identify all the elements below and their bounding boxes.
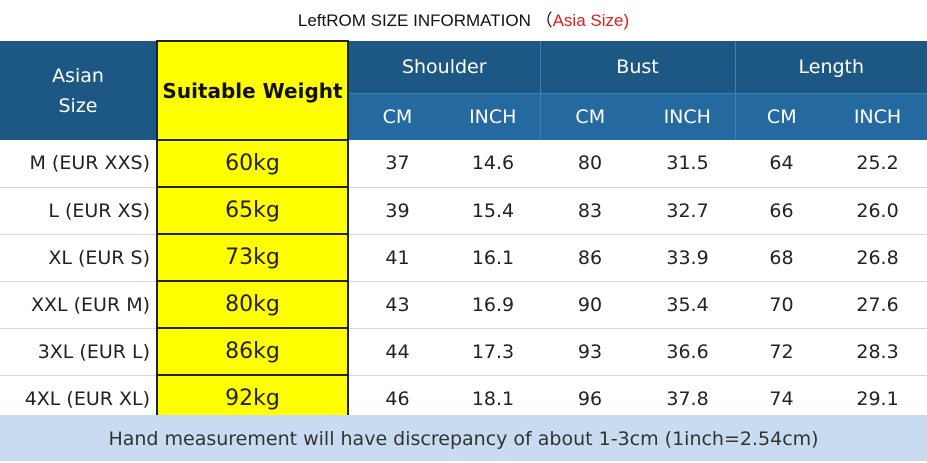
measure-cell: 14.6 bbox=[446, 140, 541, 188]
measure-cell: 70 bbox=[735, 281, 829, 329]
size-label: 3XL (EUR L) bbox=[0, 328, 157, 376]
size-row: L (EUR XS) 65kg 39 15.4 83 32.7 66 26.0 bbox=[0, 186, 927, 235]
weight-cell: 65kg bbox=[156, 186, 349, 235]
weight-cell: 86kg bbox=[156, 327, 349, 376]
size-label: M (EUR XXS) bbox=[0, 140, 157, 188]
measure-cell: 16.1 bbox=[446, 234, 541, 282]
group-header: Shoulder bbox=[348, 41, 541, 94]
weight-cell: 73kg bbox=[156, 233, 349, 282]
measure-cell: 37 bbox=[348, 140, 446, 188]
measure-cell: 86 bbox=[540, 234, 641, 282]
measure-cell: 43 bbox=[348, 281, 446, 329]
unit-header: CM bbox=[734, 93, 829, 140]
size-label: XL (EUR S) bbox=[0, 234, 157, 282]
size-label: 4XL (EUR XL) bbox=[0, 375, 157, 423]
measure-cell: 72 bbox=[735, 328, 829, 376]
size-header: Asian Size bbox=[0, 41, 157, 140]
unit-header: CM bbox=[539, 93, 641, 140]
title-highlight: Asia Size) bbox=[552, 11, 630, 30]
title: LeftROM SIZE INFORMATION （ bbox=[297, 11, 553, 30]
measure-cell: 27.6 bbox=[828, 281, 927, 329]
size-table: Asian Size Suitable Weight Shoulder Bust L… bbox=[0, 40, 927, 423]
measure-cell: 39 bbox=[348, 187, 446, 235]
measure-cell: 35.4 bbox=[640, 281, 736, 329]
size-row: M (EUR XXS) 60kg 37 14.6 80 31.5 64 25.2 bbox=[0, 139, 927, 188]
measure-cell: 83 bbox=[540, 187, 641, 235]
measure-cell: 33.9 bbox=[640, 234, 736, 282]
unit-header: INCH bbox=[640, 93, 736, 140]
size-row: XL (EUR S) 73kg 41 16.1 86 33.9 68 26.8 bbox=[0, 233, 927, 282]
group-header: Bust bbox=[539, 41, 736, 94]
measure-cell: 25.2 bbox=[828, 140, 927, 188]
measure-cell: 17.3 bbox=[446, 328, 541, 376]
measure-cell: 68 bbox=[735, 234, 829, 282]
weight-header: Suitable Weight bbox=[156, 40, 349, 141]
measure-cell: 18.1 bbox=[446, 375, 541, 423]
measure-cell: 74 bbox=[735, 375, 829, 423]
measure-cell: 66 bbox=[735, 187, 829, 235]
size-row: 4XL (EUR XL) 92kg 46 18.1 96 37.8 74 29.1 bbox=[0, 374, 927, 423]
group-header: Length bbox=[734, 41, 927, 94]
measure-cell: 64 bbox=[735, 140, 829, 188]
measure-cell: 28.3 bbox=[828, 328, 927, 376]
measure-cell: 96 bbox=[540, 375, 641, 423]
measure-cell: 26.0 bbox=[828, 187, 927, 235]
unit-header: INCH bbox=[446, 93, 541, 140]
unit-header: CM bbox=[348, 93, 446, 140]
measure-cell: 41 bbox=[348, 234, 446, 282]
measure-cell: 93 bbox=[540, 328, 641, 376]
size-row: XXL (EUR M) 80kg 43 16.9 90 35.4 70 27.6 bbox=[0, 280, 927, 329]
measure-cell: 31.5 bbox=[640, 140, 736, 188]
measure-cell: 44 bbox=[348, 328, 446, 376]
unit-header: INCH bbox=[828, 93, 927, 140]
size-row: 3XL (EUR L) 86kg 44 17.3 93 36.6 72 28.3 bbox=[0, 327, 927, 376]
size-label: XXL (EUR M) bbox=[0, 281, 157, 329]
measure-cell: 36.6 bbox=[640, 328, 736, 376]
measure-cell: 15.4 bbox=[446, 187, 541, 235]
weight-cell: 60kg bbox=[156, 139, 349, 188]
measure-cell: 80 bbox=[540, 140, 641, 188]
footer-note: Hand measurement will have discrepancy o… bbox=[0, 415, 927, 461]
measure-cell: 32.7 bbox=[640, 187, 736, 235]
measure-cell: 16.9 bbox=[446, 281, 541, 329]
weight-cell: 92kg bbox=[156, 374, 349, 423]
title-line: LeftROM SIZE INFORMATION （Asia Size) bbox=[0, 0, 927, 40]
size-label: L (EUR XS) bbox=[0, 187, 157, 235]
measure-cell: 26.8 bbox=[828, 234, 927, 282]
weight-cell: 80kg bbox=[156, 280, 349, 329]
measure-cell: 29.1 bbox=[828, 375, 927, 423]
measure-cell: 46 bbox=[348, 375, 446, 423]
measure-cell: 90 bbox=[540, 281, 641, 329]
